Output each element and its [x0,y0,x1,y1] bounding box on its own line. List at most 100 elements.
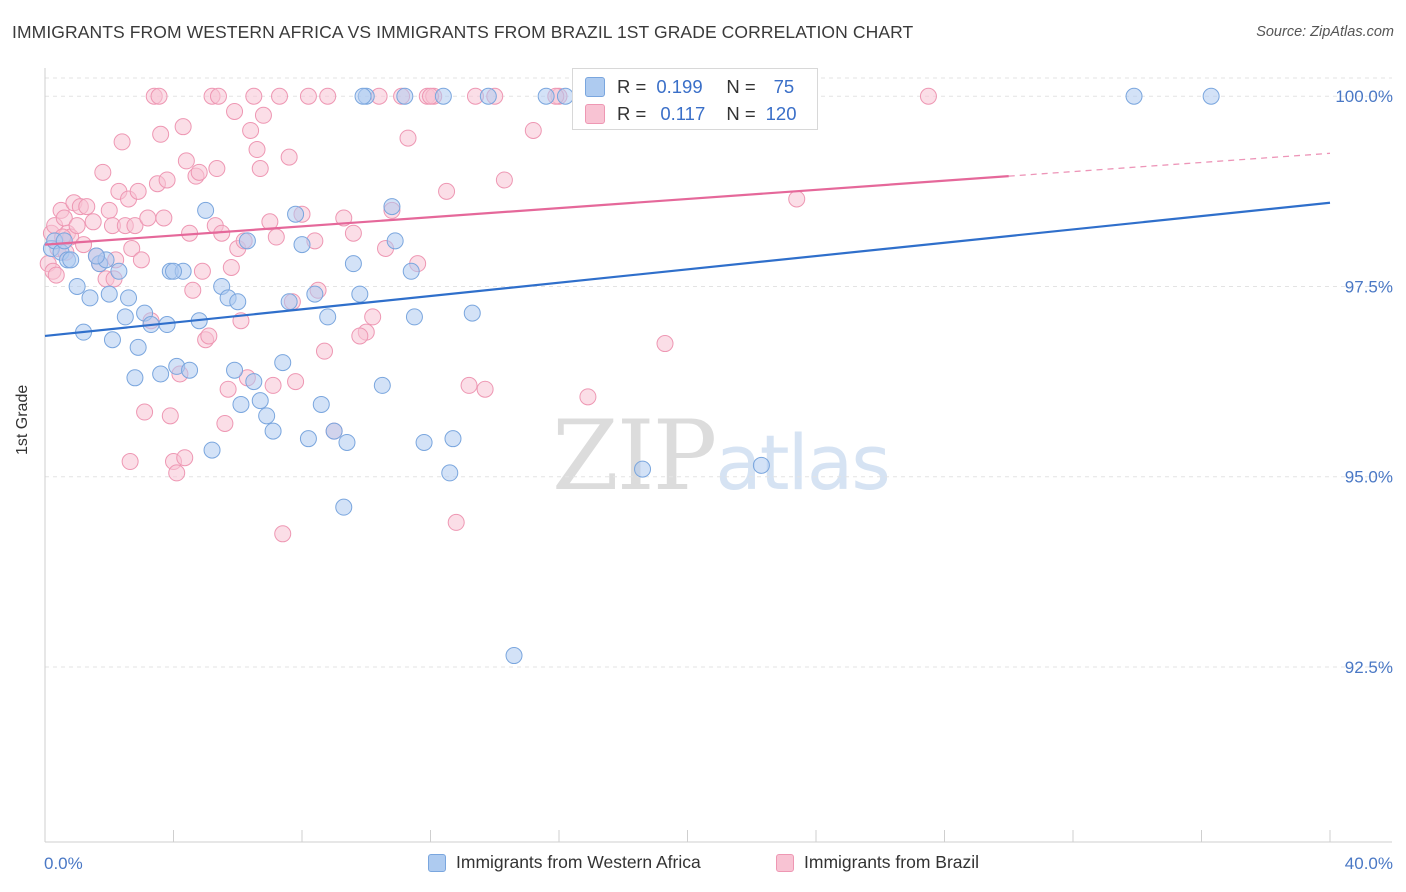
point-western-africa [251,392,269,410]
point-western-africa [232,395,250,413]
point-western-africa [752,456,770,474]
stats-n-label: N = [726,103,756,124]
point-brazil [136,403,154,421]
watermark-zip: ZIP [552,400,717,512]
stats-swatch-blue [585,77,605,97]
point-brazil [219,380,237,398]
legend-swatch-pink [776,853,794,872]
point-brazil [47,266,65,284]
point-brazil [248,141,266,159]
point-brazil [132,251,150,269]
point-western-africa [280,293,298,311]
point-western-africa [351,285,369,303]
point-brazil [209,87,227,105]
point-brazil [495,171,513,189]
trend-lines [44,152,1331,338]
point-western-africa [165,262,182,280]
point-western-africa [344,255,362,273]
point-brazil [200,327,218,345]
point-western-africa [197,201,215,219]
point-brazil [919,87,937,105]
stats-n-value: 75 [773,76,795,97]
point-brazil [274,525,292,543]
y-tick-label: 97.5% [1345,277,1393,296]
point-brazil [78,198,96,216]
legend-item-brazil[interactable]: Immigrants from Brazil [776,852,979,873]
point-western-africa [110,262,128,280]
point-western-africa [402,262,420,280]
point-brazil [150,87,168,105]
point-brazil [319,87,337,105]
point-brazil [264,376,282,394]
chart-title: IMMIGRANTS FROM WESTERN AFRICA VS IMMIGR… [12,22,914,42]
point-western-africa [335,498,353,516]
point-western-africa [415,433,433,451]
stats-box: R = 0.199 N = 75 R = 0.117 N = 120 [572,68,818,130]
point-western-africa [287,205,305,223]
watermark: ZIPatlas [552,400,891,512]
stats-r-value: 0.199 [656,76,703,97]
point-brazil [476,380,494,398]
point-western-africa [312,395,330,413]
point-brazil [100,201,118,219]
stats-swatch-pink [585,104,605,124]
point-western-africa [103,331,121,349]
point-western-africa [1125,87,1143,105]
point-brazil [158,171,176,189]
point-brazil [335,209,353,227]
point-western-africa [120,289,138,307]
y-tick-label: 95.0% [1345,468,1393,487]
point-western-africa [226,361,244,379]
point-western-africa [293,236,311,254]
point-western-africa [405,308,423,326]
source-label: Source: ZipAtlas.com [1256,24,1394,40]
point-western-africa [441,464,459,482]
point-brazil [399,129,417,147]
point-western-africa [299,430,317,448]
point-western-africa [258,407,276,425]
point-brazil [68,217,86,235]
point-western-africa [55,232,73,250]
point-brazil [261,213,279,231]
point-western-africa [100,285,118,303]
point-brazil [344,224,362,242]
point-brazil [254,106,272,124]
point-brazil [280,148,298,166]
stats-n-value: 120 [765,103,797,124]
point-western-africa [152,365,170,383]
trend-line-western-africa [44,201,1331,338]
point-brazil [788,190,806,208]
point-western-africa [245,373,263,391]
point-western-africa [319,308,337,326]
point-brazil [184,281,202,299]
point-brazil [287,373,305,391]
watermark-atlas: atlas [715,418,891,507]
point-western-africa [444,430,462,448]
point-western-africa [126,369,144,387]
point-brazil [251,160,269,178]
point-western-africa [274,354,292,372]
tick-labels: 100.0% 97.5% 95.0% 92.5% 0.0% 40.0% [44,87,1393,873]
point-brazil [299,87,317,105]
point-brazil [242,121,260,139]
point-brazil [176,449,194,467]
legend-swatch-blue [428,853,446,872]
legend-item-western-africa[interactable]: Immigrants from Western Africa [428,852,701,873]
series-western-africa-points [42,87,1220,665]
point-brazil [152,125,170,143]
point-brazil [579,388,597,406]
point-western-africa [87,247,105,265]
point-brazil [193,262,211,280]
point-brazil [121,453,139,471]
x-tick-label: 0.0% [44,854,83,873]
y-axis-label: 1st Grade [14,384,31,455]
point-western-africa [116,308,134,326]
point-brazil [123,239,141,257]
point-brazil [208,160,226,178]
point-western-africa [1202,87,1220,105]
point-brazil [364,308,382,326]
stats-n-label: N = [726,76,756,97]
point-brazil [216,414,234,432]
point-brazil [168,464,186,482]
stats-r-label: R = [617,76,647,97]
